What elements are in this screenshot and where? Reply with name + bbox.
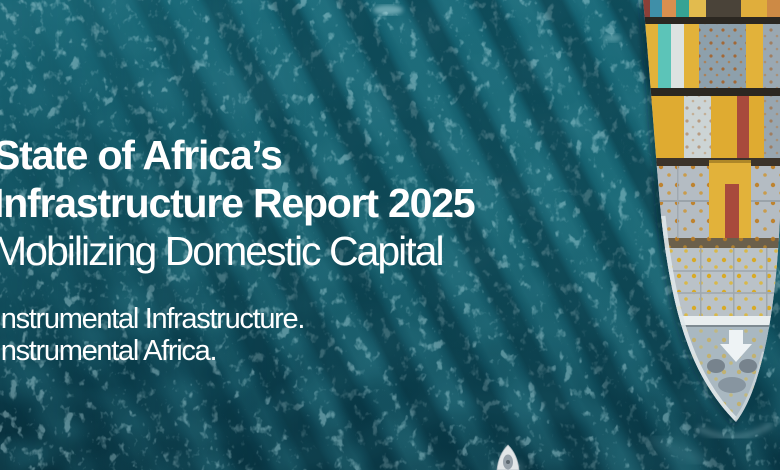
container-ship-deck (643, 0, 780, 422)
tagline-line1: Instrumental Infrastructure. (0, 303, 305, 335)
container-row-1 (643, 0, 780, 17)
report-subtitle: Mobilizing Domestic Capital (0, 228, 445, 274)
bow-wake (696, 421, 774, 440)
bow-mast-arrow (720, 330, 752, 362)
container-row-3 (643, 96, 780, 158)
container-row-2 (643, 24, 780, 88)
breakwater-beam (643, 316, 780, 325)
report-title-line1: State of Africa’s (0, 132, 283, 178)
small-boat-illustration (491, 444, 525, 470)
hatch-cover-1 (643, 160, 780, 238)
tagline-block: Instrumental Infrastructure. Instrumenta… (0, 303, 305, 367)
hatch-cover-2 (643, 248, 780, 316)
report-title-line2: Infrastructure Report 2025 (0, 180, 476, 226)
hero-text-block: State of Africa’s Infrastructure Report … (0, 131, 476, 274)
tagline-line2: Instrumental Africa. (0, 335, 218, 367)
